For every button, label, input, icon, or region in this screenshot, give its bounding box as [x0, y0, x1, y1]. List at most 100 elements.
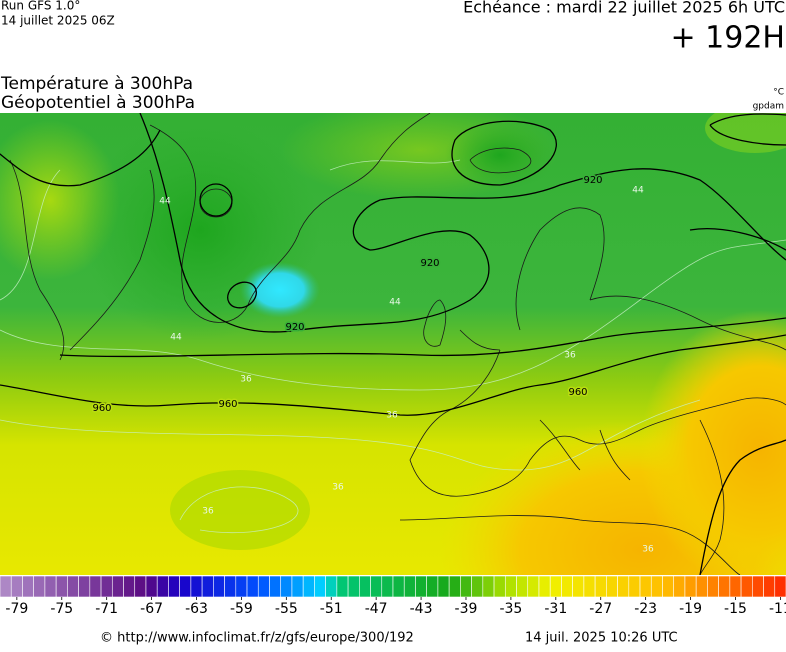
colorbar-swatch	[10, 575, 23, 598]
colorbar-swatch	[482, 575, 495, 598]
colorbar-swatch	[650, 575, 663, 598]
colorbar-swatch	[179, 575, 192, 598]
temperature-label: 44	[389, 298, 401, 308]
generated-time: 14 juil. 2025 10:26 UTC	[525, 631, 678, 646]
colorbar-swatch	[740, 575, 753, 598]
coastline	[469, 147, 532, 174]
colorbar-swatch	[718, 575, 731, 598]
colorbar-tick-label: -35	[499, 601, 522, 617]
geopotential-contour	[0, 334, 786, 416]
colorbar-swatch	[314, 575, 326, 598]
colorbar-swatch	[594, 575, 607, 598]
colorbar-swatch	[325, 575, 338, 598]
geopotential-contour	[451, 120, 557, 186]
colorbar-swatch	[673, 575, 686, 598]
colorbar-swatch	[516, 575, 529, 598]
title-geopotential: Géopotentiel à 300hPa	[1, 93, 195, 113]
geopotential-contour	[59, 317, 786, 358]
colorbar-tick-label: -67	[140, 601, 163, 617]
colorbar-tick-label: -15	[724, 601, 747, 617]
isotherm	[0, 399, 701, 471]
colorbar-swatch	[156, 575, 169, 598]
colorbar-swatch	[403, 575, 416, 598]
colorbar-swatch	[471, 575, 484, 598]
colorbar-swatch	[0, 575, 12, 598]
colorbar-swatch	[617, 575, 630, 598]
colorbar-swatch	[695, 575, 708, 598]
colorbar-swatch	[392, 575, 405, 598]
run-label: Run GFS 1.0°	[1, 0, 80, 13]
field-patch	[640, 310, 786, 575]
colorbar-swatch	[729, 575, 742, 598]
colorbar-swatch	[280, 575, 293, 598]
field-patch	[705, 113, 786, 153]
isotherm	[0, 159, 461, 301]
colorbar-swatch	[201, 575, 214, 598]
colorbar-swatch	[359, 575, 371, 598]
colorbar-swatch	[448, 575, 461, 598]
colorbar-swatch	[639, 575, 652, 598]
cold-core	[240, 262, 320, 318]
colorbar-swatch	[235, 575, 248, 598]
colorbar-swatch	[22, 575, 34, 598]
colorbar-swatch	[246, 575, 259, 598]
geopotential-contour	[199, 183, 233, 217]
colorbar-tick-label: -55	[275, 601, 298, 617]
coastline	[409, 349, 786, 497]
coastline	[9, 159, 155, 361]
colorbar-tick-label: -51	[320, 601, 343, 617]
colorbar-swatch	[583, 575, 596, 598]
geopotential-contour	[139, 113, 786, 333]
colorbar-swatch	[561, 575, 573, 598]
colorbar-swatch	[168, 575, 180, 598]
colorbar-swatch	[336, 575, 349, 598]
coastline	[515, 207, 786, 351]
colorbar-swatch	[213, 575, 225, 598]
temperature-label: 36	[240, 375, 252, 385]
geopotential-contour	[699, 439, 786, 575]
colorbar-swatch	[145, 575, 158, 598]
geopotential-label: 960	[568, 387, 587, 398]
colorbar-tick-label: -47	[365, 601, 388, 617]
source-url: © http://www.infoclimat.fr/z/gfs/europe/…	[100, 631, 414, 646]
colorbar-swatch	[606, 575, 618, 598]
colorbar-swatch	[527, 575, 540, 598]
colorbar-swatch	[44, 575, 57, 598]
colorbar-swatch	[100, 575, 113, 598]
colorbar-swatch	[134, 575, 147, 598]
temperature-label: 36	[642, 545, 654, 555]
colorbar-tick-label: -27	[589, 601, 612, 617]
colorbar-swatch	[67, 575, 79, 598]
colorbar-tick-label: -11	[769, 601, 786, 617]
colorbar-tick-label: -31	[544, 601, 567, 617]
colorbar-swatch	[752, 575, 764, 598]
colorbar-tick-label: -79	[5, 601, 28, 617]
geopotential-contour	[0, 129, 161, 187]
colorbar-swatch	[55, 575, 68, 598]
colorbar-tick-label: -23	[634, 601, 657, 617]
colorbar-swatch	[572, 575, 585, 598]
temperature-label: 36	[386, 411, 398, 421]
colorbar-tick-label: -59	[230, 601, 253, 617]
colorbar-swatch	[370, 575, 383, 598]
colorbar-swatch	[684, 575, 697, 598]
geopotential-label: 920	[583, 175, 602, 186]
temperature-label: 36	[332, 483, 344, 493]
colorbar-tick-label: -63	[185, 601, 208, 617]
unit-geopotential: gpdam	[753, 102, 784, 112]
colorbar-swatch	[504, 575, 517, 598]
colorbar-swatch	[33, 575, 46, 598]
colorbar-tick-label: -39	[455, 601, 478, 617]
geopotential-label: 920	[285, 322, 304, 333]
title-temperature: Température à 300hPa	[0, 74, 193, 94]
colorbar-swatch	[460, 575, 472, 598]
field-patch	[445, 120, 555, 190]
geopotential-label: 960	[218, 399, 237, 410]
colorbar-swatch	[78, 575, 91, 598]
field-patch	[170, 470, 310, 550]
colorbar-tick-label: -43	[410, 601, 433, 617]
colorbar-swatch	[123, 575, 136, 598]
temperature-label: 36	[202, 507, 214, 517]
temperature-label: 44	[159, 197, 171, 207]
colorbar-swatch	[549, 575, 562, 598]
